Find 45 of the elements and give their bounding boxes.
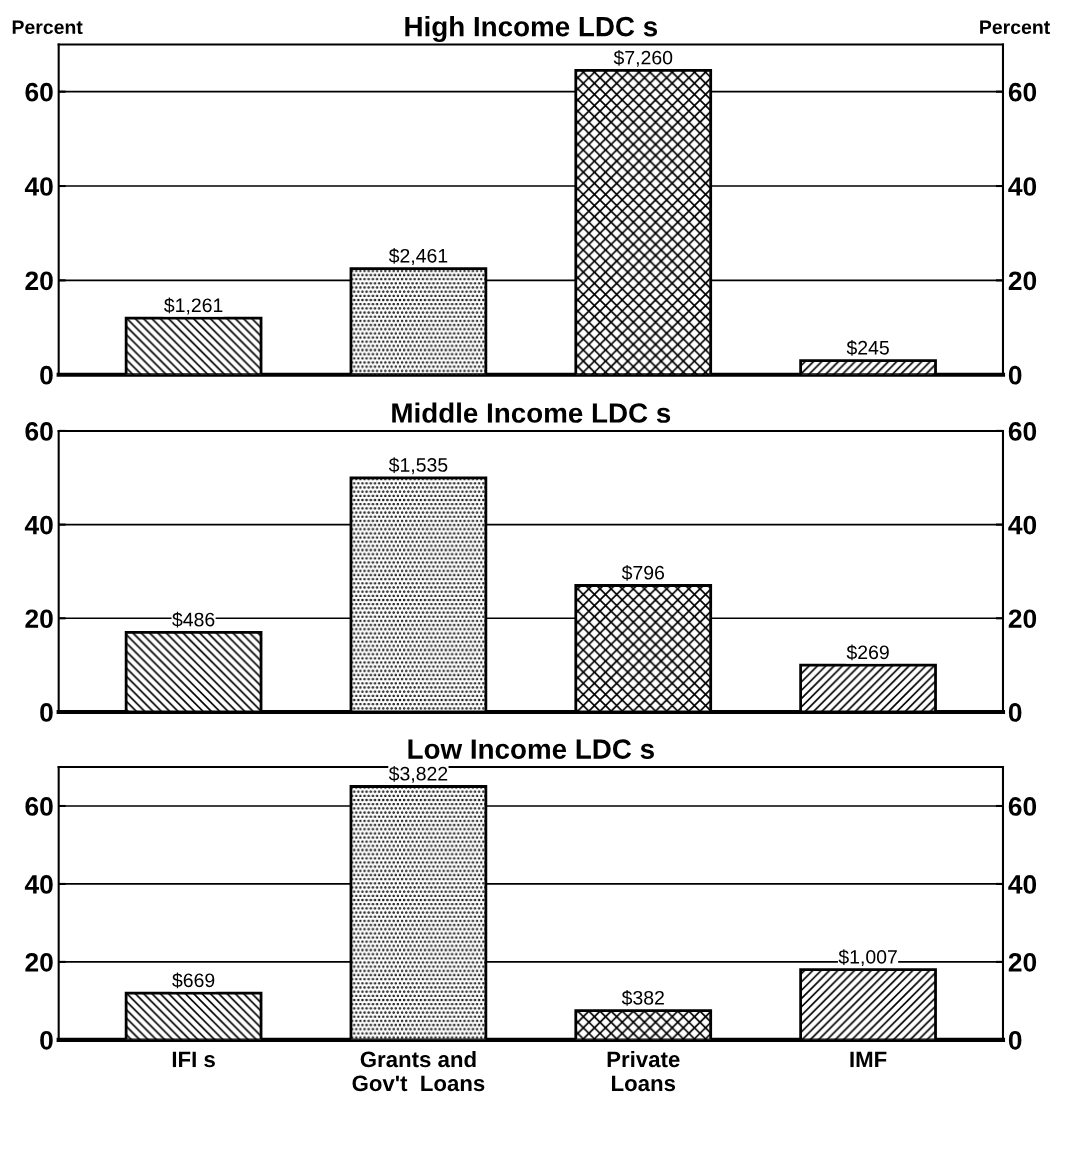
y2-axis-title: Percent [980,20,1050,35]
y-tick-label: 20 [25,609,53,629]
annotation: $796 [621,564,665,581]
y-tick-label: 60 [25,422,53,441]
y2-tick-label: 60 [1008,797,1037,816]
y2-tick-label: 0 [1008,1030,1022,1050]
y2-tick-label: 40 [1008,875,1037,894]
y2-tick-label: 60 [1008,82,1037,102]
y2-tick-label: 20 [1008,953,1037,972]
annotation: $1,007 [838,949,897,967]
y2-tick-label: 20 [1008,609,1037,629]
y2-tick-label: 0 [1008,703,1022,722]
y2-tick-label: 0 [1008,365,1022,385]
y-tick-label: 60 [25,797,53,816]
y-tick-label: 0 [40,365,53,385]
annotation: $269 [846,644,889,661]
y-tick-label: 40 [24,515,53,535]
y2-tick-label: 40 [1008,177,1037,196]
x-tick-label: IFI s [172,1051,215,1068]
chart-title: Low Income LDC s [408,739,654,759]
y-tick-label: 20 [25,953,53,972]
x-tick-label: IMF [850,1051,887,1068]
y-tick-label: 60 [25,82,53,102]
annotation: $486 [172,611,215,628]
annotation: $1,261 [164,297,223,315]
annotation: $245 [846,340,889,356]
y-tick-label: 20 [25,271,53,291]
annotation: $2,461 [388,248,448,265]
annotation: $1,535 [388,457,448,475]
annotation: $669 [172,972,215,989]
chart-title: High Income LDC s [405,16,658,43]
y2-tick-label: 60 [1008,422,1037,441]
y-axis-title: Percent [12,20,83,35]
x-tick-label: Grants and Gov't Loans [352,1050,485,1092]
annotation: $7,260 [613,49,673,67]
chart-title: Middle Income LDC s [392,402,671,423]
y-tick-label: 40 [24,875,53,894]
annotation: $3,822 [388,765,448,783]
x-tick-label: Private Loans [607,1050,680,1092]
y-tick-label: 40 [24,177,53,196]
annotation: $382 [621,990,664,1006]
y2-tick-label: 20 [1008,271,1037,291]
y2-tick-label: 40 [1008,515,1037,535]
y-tick-label: 0 [40,703,53,722]
y-tick-label: 0 [40,1030,53,1050]
